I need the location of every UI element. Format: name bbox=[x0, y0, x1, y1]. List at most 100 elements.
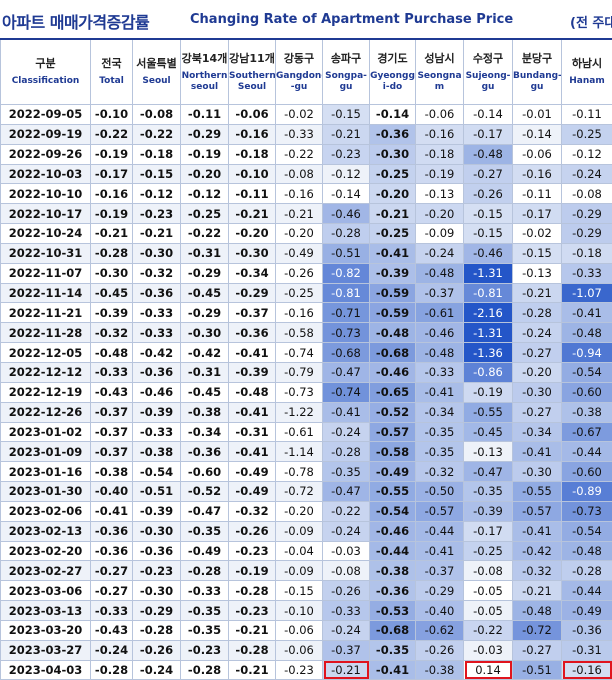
value-cell: -0.32 bbox=[91, 323, 133, 343]
value-cell: -1.22 bbox=[276, 402, 323, 422]
value-cell: -0.25 bbox=[464, 541, 513, 561]
value-cell: -1.07 bbox=[562, 283, 612, 303]
value-cell: -0.29 bbox=[562, 224, 612, 244]
value-cell: -0.72 bbox=[276, 482, 323, 502]
table-row: 2023-02-13-0.36-0.30-0.35-0.26-0.09-0.24… bbox=[1, 521, 612, 541]
value-cell: -0.27 bbox=[464, 164, 513, 184]
value-cell: -0.46 bbox=[464, 243, 513, 263]
table-row: 2022-12-12-0.33-0.36-0.31-0.39-0.79-0.47… bbox=[1, 362, 612, 382]
row-date: 2023-01-09 bbox=[1, 442, 91, 462]
value-cell: -0.82 bbox=[323, 263, 370, 283]
row-date: 2022-09-26 bbox=[1, 144, 91, 164]
value-cell: -0.23 bbox=[229, 541, 276, 561]
column-header-en: Total bbox=[91, 76, 132, 87]
value-cell: -0.30 bbox=[229, 243, 276, 263]
value-cell: -0.19 bbox=[464, 382, 513, 402]
value-cell: -0.30 bbox=[513, 462, 562, 482]
value-cell: -0.21 bbox=[276, 204, 323, 224]
table-row: 2023-01-30-0.40-0.51-0.52-0.49-0.72-0.47… bbox=[1, 482, 612, 502]
column-header-en: Sujeong- gu bbox=[464, 71, 512, 93]
row-date: 2023-03-13 bbox=[1, 601, 91, 621]
value-cell: -0.36 bbox=[370, 581, 416, 601]
value-cell: -0.25 bbox=[181, 204, 229, 224]
value-cell: -0.46 bbox=[370, 362, 416, 382]
value-cell: 0.14 bbox=[464, 660, 513, 680]
value-cell: -0.49 bbox=[276, 243, 323, 263]
value-cell: -1.31 bbox=[464, 323, 513, 343]
value-cell: -0.03 bbox=[323, 541, 370, 561]
value-cell: -0.35 bbox=[416, 422, 464, 442]
value-cell: -0.53 bbox=[370, 601, 416, 621]
value-cell: -0.04 bbox=[276, 541, 323, 561]
table-row: 2022-12-05-0.48-0.42-0.42-0.41-0.74-0.68… bbox=[1, 343, 612, 363]
value-cell: -0.29 bbox=[562, 204, 612, 224]
value-cell: -0.39 bbox=[370, 263, 416, 283]
value-cell: -0.39 bbox=[229, 362, 276, 382]
value-cell: -0.29 bbox=[181, 303, 229, 323]
value-cell: -0.68 bbox=[370, 620, 416, 640]
value-cell: -0.46 bbox=[323, 204, 370, 224]
value-cell: -0.13 bbox=[513, 263, 562, 283]
value-cell: -0.36 bbox=[370, 124, 416, 144]
value-cell: -0.06 bbox=[513, 144, 562, 164]
value-cell: -0.24 bbox=[91, 640, 133, 660]
value-cell: -1.14 bbox=[276, 442, 323, 462]
value-cell: -0.13 bbox=[416, 184, 464, 204]
value-cell: -0.71 bbox=[323, 303, 370, 323]
table-row: 2023-03-06-0.27-0.30-0.33-0.28-0.15-0.26… bbox=[1, 581, 612, 601]
row-date: 2022-09-19 bbox=[1, 124, 91, 144]
value-cell: -0.36 bbox=[91, 521, 133, 541]
title-korean: 아파트 매매가격증감률 bbox=[2, 9, 149, 33]
value-cell: -0.36 bbox=[133, 362, 181, 382]
value-cell: -0.30 bbox=[133, 521, 181, 541]
row-date: 2023-04-03 bbox=[1, 660, 91, 680]
value-cell: -0.21 bbox=[513, 581, 562, 601]
value-cell: -0.31 bbox=[562, 640, 612, 660]
value-cell: -0.24 bbox=[323, 422, 370, 442]
value-cell: -0.36 bbox=[562, 620, 612, 640]
table-row: 2022-10-24-0.21-0.21-0.22-0.20-0.20-0.28… bbox=[1, 224, 612, 244]
value-cell: -0.14 bbox=[464, 105, 513, 125]
value-cell: -0.55 bbox=[370, 482, 416, 502]
value-cell: -0.59 bbox=[370, 303, 416, 323]
column-header-en: Gyeongg i-do bbox=[370, 71, 415, 93]
value-cell: -0.29 bbox=[133, 601, 181, 621]
value-cell: -0.60 bbox=[181, 462, 229, 482]
value-cell: -0.81 bbox=[464, 283, 513, 303]
value-cell: -0.26 bbox=[229, 521, 276, 541]
value-cell: -0.52 bbox=[370, 402, 416, 422]
value-cell: -0.41 bbox=[562, 303, 612, 323]
value-cell: -0.49 bbox=[229, 482, 276, 502]
value-cell: -0.09 bbox=[276, 521, 323, 541]
value-cell: -0.48 bbox=[464, 144, 513, 164]
value-cell: -0.35 bbox=[416, 442, 464, 462]
value-cell: -0.58 bbox=[370, 442, 416, 462]
value-cell: -0.16 bbox=[229, 124, 276, 144]
value-cell: -0.06 bbox=[276, 620, 323, 640]
value-cell: -0.15 bbox=[513, 243, 562, 263]
value-cell: -0.39 bbox=[133, 402, 181, 422]
value-cell: -0.26 bbox=[323, 581, 370, 601]
value-cell: -0.10 bbox=[229, 164, 276, 184]
row-date: 2022-10-31 bbox=[1, 243, 91, 263]
value-cell: -0.33 bbox=[323, 601, 370, 621]
value-cell: -0.25 bbox=[562, 124, 612, 144]
title-english: Changing Rate of Apartment Purchase Pric… bbox=[190, 12, 513, 27]
value-cell: -0.33 bbox=[133, 422, 181, 442]
value-cell: -0.32 bbox=[416, 462, 464, 482]
value-cell: -0.24 bbox=[133, 660, 181, 680]
table-row: 2023-02-20-0.36-0.36-0.49-0.23-0.04-0.03… bbox=[1, 541, 612, 561]
value-cell: -0.22 bbox=[181, 224, 229, 244]
row-date: 2023-01-30 bbox=[1, 482, 91, 502]
value-cell: -0.24 bbox=[562, 164, 612, 184]
value-cell: -0.41 bbox=[370, 660, 416, 680]
value-cell: -0.62 bbox=[416, 620, 464, 640]
value-cell: -0.36 bbox=[91, 541, 133, 561]
table-row: 2022-11-28-0.32-0.33-0.30-0.36-0.58-0.73… bbox=[1, 323, 612, 343]
value-cell: -0.41 bbox=[229, 343, 276, 363]
value-cell: -0.20 bbox=[513, 362, 562, 382]
table-body: 2022-09-05-0.10-0.08-0.11-0.06-0.02-0.15… bbox=[1, 105, 612, 680]
